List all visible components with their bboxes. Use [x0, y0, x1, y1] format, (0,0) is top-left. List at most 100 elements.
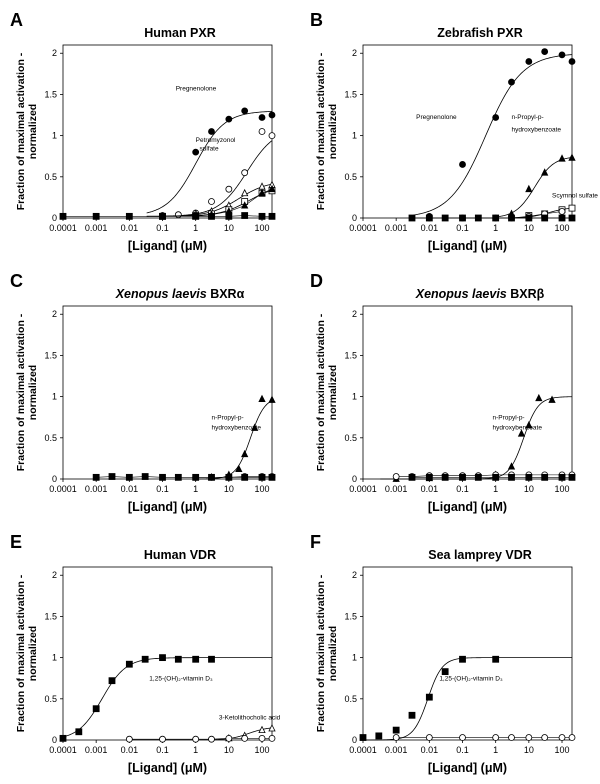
y-tick-label: 2	[352, 48, 357, 58]
panel-title: Xenopus laevis BXRβ	[360, 287, 600, 301]
data-point	[208, 473, 215, 481]
chart-svg-a: 0.0001 0.001 0.01 0.1 1 10 100 0 0.5 1 1.5 2 Fractio…	[15, 44, 276, 253]
y-tick-label: 1	[52, 392, 57, 402]
data-point	[408, 711, 416, 719]
data-point	[525, 58, 533, 65]
y-tick-label: 2	[52, 48, 57, 58]
data-point	[568, 58, 576, 65]
panel-title-text: Human PXR	[144, 26, 216, 40]
data-point	[508, 473, 515, 481]
data-point	[241, 188, 249, 197]
x-tick-label: 1	[193, 484, 198, 494]
data-point	[258, 734, 266, 742]
data-point	[507, 462, 516, 470]
y-tick-label: 1.5	[44, 611, 57, 621]
data-point	[268, 395, 276, 403]
chart-svg-f: 0.0001 0.001 0.01 0.1 1 10 100 0 0.5 1 1.5 2 Fractio…	[315, 566, 576, 775]
data-point	[225, 212, 233, 220]
x-tick-label: 0.01	[421, 223, 439, 233]
data-point	[251, 423, 259, 431]
panel-title-italic: Xenopus laevis	[115, 287, 207, 301]
panel-title-suffix: BXRβ	[506, 287, 545, 301]
data-point	[159, 654, 166, 662]
y-axis-label: Fraction of maximal activation -normaliz…	[15, 52, 39, 210]
data-point	[558, 208, 566, 215]
data-point	[125, 735, 133, 743]
data-point	[441, 473, 449, 481]
y-tick-label: 1	[52, 653, 57, 663]
data-point	[568, 153, 576, 161]
data-point	[125, 660, 133, 668]
chart-svg-b: 0.0001 0.001 0.01 0.1 1 10 100 0 0.5 1 1.5 2 Fractio…	[315, 44, 598, 253]
data-point	[508, 78, 515, 86]
panel-b: 0.0001 0.001 0.01 0.1 1 10 100 0 0.5 1 1.5 2 Fractio…	[300, 0, 600, 261]
annotation-label: n-Propyl-p-	[212, 415, 244, 422]
x-tick-label: 0.01	[421, 745, 439, 755]
data-point	[492, 655, 500, 663]
data-point	[492, 114, 500, 121]
y-tick-label: 0.5	[44, 694, 57, 704]
data-point	[541, 168, 549, 176]
y-axis-label: Fraction of maximal activation -normaliz…	[15, 313, 39, 471]
x-tick-label: 0.0001	[49, 745, 77, 755]
annotation-label: 1,25-(OH)₂-vitamin D₃	[439, 676, 503, 683]
data-point	[558, 51, 566, 59]
data-point	[208, 655, 215, 663]
plot-frame	[62, 44, 273, 219]
x-tick-label: 0.01	[121, 745, 139, 755]
data-point	[192, 655, 200, 663]
y-tick-label: 0.5	[344, 694, 357, 704]
data-point	[492, 734, 500, 741]
data-point	[268, 111, 276, 119]
y-tick-label: 0.5	[344, 172, 357, 182]
data-point	[174, 655, 182, 663]
y-tick-label: 1.5	[344, 611, 357, 621]
x-tick-label: 100	[554, 484, 569, 494]
x-axis-label: [Ligand] (μM)	[128, 500, 207, 514]
annotation-label: hydroxybenzoate	[492, 425, 542, 432]
y-tick-label: 1	[52, 131, 57, 141]
data-point	[258, 212, 266, 220]
data-point	[258, 114, 266, 121]
x-axis-label: [Ligand] (μM)	[428, 239, 507, 253]
panel-letter: D	[310, 271, 323, 291]
x-tick-label: 1	[193, 745, 198, 755]
data-point	[174, 211, 182, 219]
data-point	[208, 212, 215, 220]
data-point	[392, 734, 400, 741]
annotation-label: 3-Ketolithocholic acid	[219, 714, 281, 721]
y-axis-label: Fraction of maximal activation -normaliz…	[315, 574, 339, 732]
data-point	[558, 473, 566, 481]
panel-title-italic: Xenopus laevis	[415, 287, 507, 301]
x-tick-label: 1	[493, 484, 498, 494]
data-point	[268, 473, 276, 481]
x-tick-label: 100	[254, 223, 269, 233]
data-point	[241, 201, 249, 209]
x-tick-label: 1	[493, 223, 498, 233]
data-point	[92, 212, 100, 220]
data-point	[241, 169, 249, 177]
data-point	[541, 214, 549, 222]
x-axis-label: [Ligand] (μM)	[428, 761, 507, 775]
y-tick-label: 0	[52, 213, 57, 223]
data-point	[408, 214, 416, 222]
data-point	[568, 473, 576, 481]
x-tick-label: 100	[554, 223, 569, 233]
data-point	[241, 473, 249, 481]
x-tick-label: 0.01	[421, 484, 439, 494]
x-tick-label: 0.01	[121, 223, 139, 233]
data-point	[441, 214, 449, 222]
y-tick-label: 1.5	[44, 350, 57, 360]
panel-letter: C	[10, 271, 23, 291]
data-point	[268, 184, 276, 193]
data-point	[108, 677, 116, 685]
data-point	[258, 725, 266, 734]
plot-frame	[62, 305, 273, 480]
data-point	[568, 214, 576, 222]
data-point	[268, 212, 276, 220]
data-point	[558, 214, 566, 222]
data-point	[92, 705, 100, 713]
data-point	[558, 154, 566, 162]
data-point	[541, 734, 549, 741]
panel-e: 0.0001 0.001 0.01 0.1 1 10 100 0 0.5 1 1.5 2 Fractio…	[0, 522, 300, 783]
